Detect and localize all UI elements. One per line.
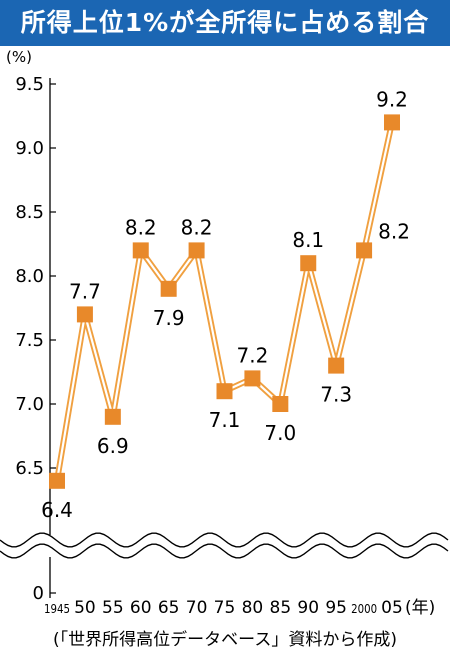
- data-point: [272, 396, 289, 412]
- data-label: 8.2: [181, 215, 213, 239]
- x-tick-label: 50: [74, 598, 96, 618]
- data-label: 9.2: [376, 87, 408, 111]
- y-tick-label: 7.0: [15, 394, 44, 415]
- y-tick-label: 8.0: [15, 266, 44, 287]
- x-unit-label: (年): [405, 598, 435, 618]
- data-label: 6.4: [41, 498, 73, 522]
- y-tick-label: 9.5: [15, 74, 44, 95]
- x-axis: 1945 50 55 60 65 70 75 80 85 90 95 2000 05 (年): [44, 598, 435, 618]
- data-label: 7.9: [153, 306, 185, 330]
- x-tick-label: 95: [325, 598, 347, 618]
- break-wave-lower: [0, 543, 449, 559]
- data-point: [216, 383, 233, 400]
- data-point: [328, 357, 345, 374]
- data-point: [76, 306, 93, 323]
- chart-title: 所得上位1%が全所得に占める割合: [20, 8, 430, 37]
- title-bar: 所得上位1%が全所得に占める割合: [0, 0, 450, 46]
- x-tick-label: 55: [102, 598, 124, 618]
- data-point: [188, 242, 205, 259]
- x-tick-label: 65: [158, 598, 180, 618]
- x-tick-label: 80: [242, 598, 264, 618]
- data-label: 7.1: [209, 408, 241, 432]
- y-axis: 9.5 9.0 8.5 8.0 7.5 7.0 6.5 0: [15, 74, 56, 604]
- data-point: [104, 408, 121, 425]
- axis-break: [0, 532, 450, 559]
- break-wave-upper: [0, 532, 449, 548]
- x-tick-label: 60: [130, 598, 152, 618]
- data-markers: [49, 114, 400, 489]
- data-labels: 6.4 7.7 6.9 8.2 7.9 8.2 7.1 7.2 7.0 8.1 7.3 8.2 9.2: [41, 87, 410, 521]
- y-tick-label: 0: [33, 583, 44, 604]
- y-unit-label: (%): [6, 48, 32, 66]
- data-point: [132, 242, 149, 259]
- data-point: [384, 114, 400, 131]
- x-tick-label: 85: [270, 598, 292, 618]
- x-tick-label: 75: [214, 598, 236, 618]
- data-label: 7.7: [69, 279, 101, 303]
- y-tick-label: 6.5: [15, 458, 44, 479]
- data-label: 7.3: [320, 383, 352, 407]
- data-label: 8.1: [292, 228, 324, 252]
- data-label: 7.2: [237, 343, 269, 367]
- x-tick-label: 90: [297, 598, 319, 618]
- y-tick-label: 8.5: [15, 202, 44, 223]
- data-point: [300, 255, 317, 272]
- data-point: [49, 472, 65, 489]
- line-chart: (%) 9.5 9.0 8.5 8.0 7.5 7.0 6.5 0 1945 50 55 60 65 7…: [0, 48, 450, 618]
- y-tick-label: 7.5: [15, 330, 44, 351]
- data-label: 6.9: [97, 434, 129, 458]
- x-tick-label: 70: [186, 598, 208, 618]
- x-tick-label: 1945: [44, 602, 70, 616]
- y-tick-label: 9.0: [15, 138, 44, 159]
- data-label: 8.2: [125, 215, 157, 239]
- data-point: [244, 370, 261, 387]
- x-tick-label: 05: [381, 598, 403, 618]
- x-tick-label: 2000: [351, 602, 377, 616]
- data-label: 8.2: [378, 219, 410, 243]
- data-label: 7.0: [264, 421, 296, 445]
- data-point: [356, 242, 373, 259]
- data-point: [160, 280, 177, 297]
- source-note: (「世界所得高位データベース」資料から作成): [53, 630, 397, 650]
